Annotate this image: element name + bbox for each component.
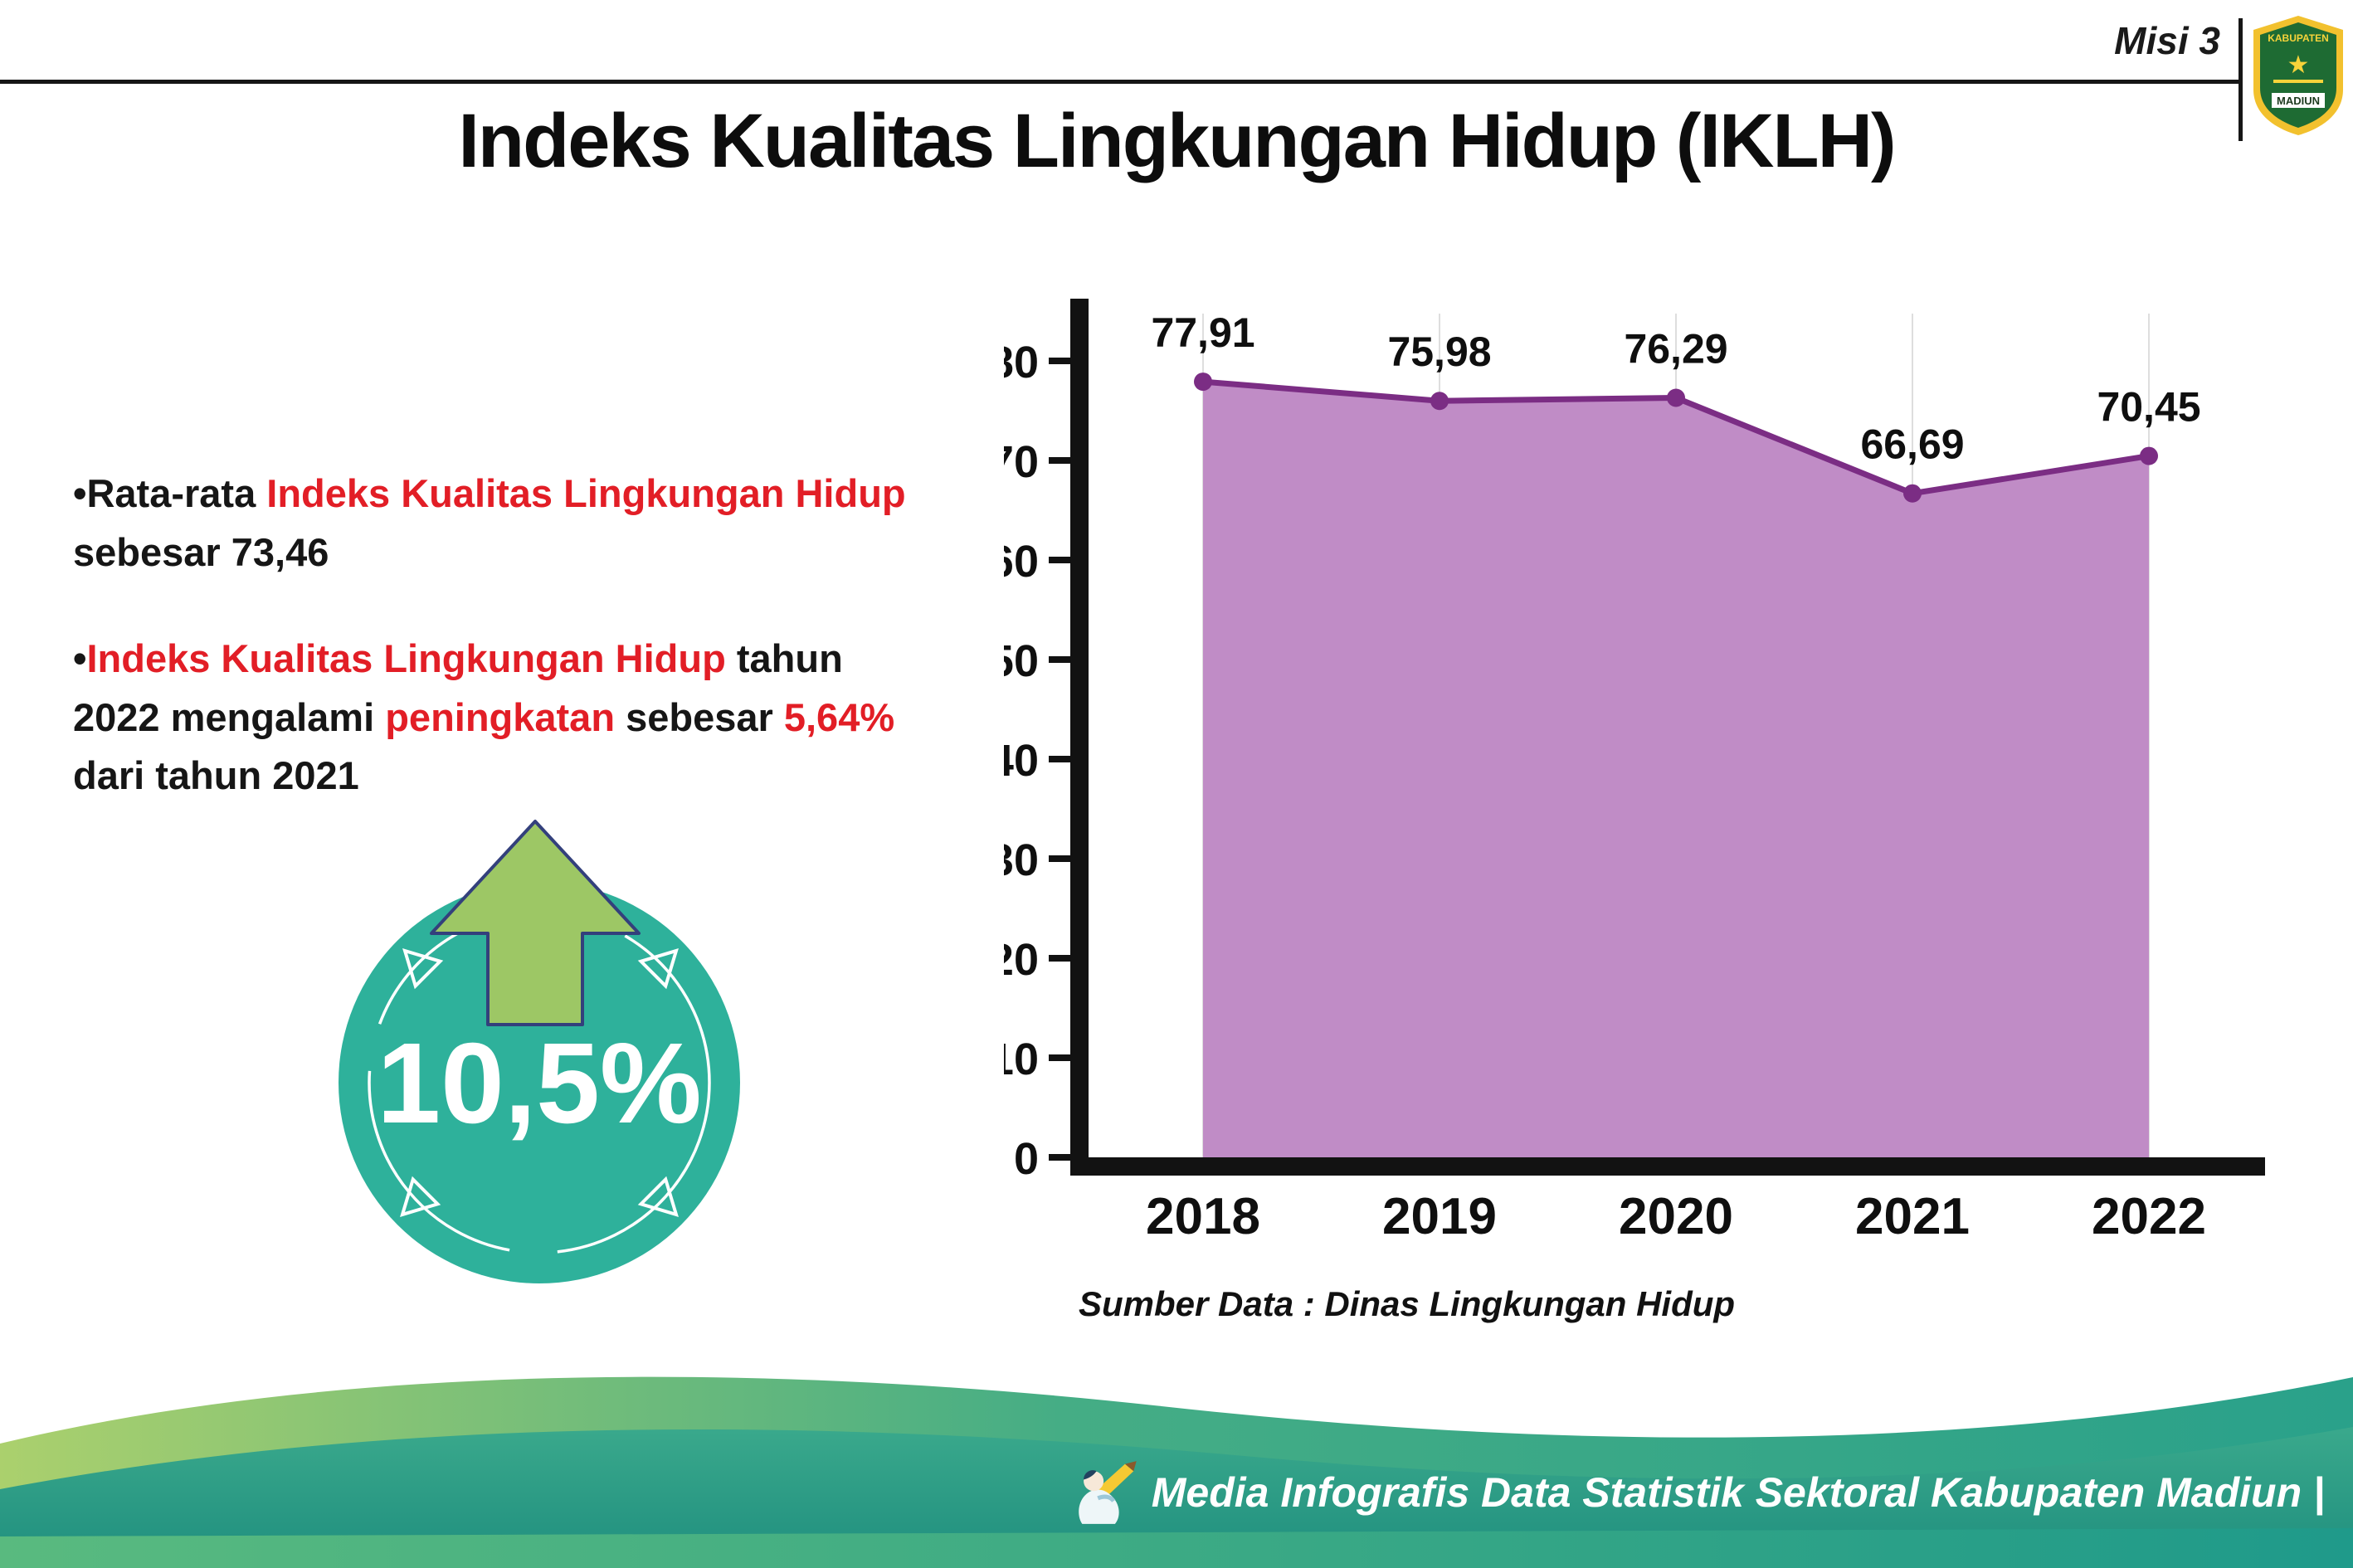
footer-caption: Media Infografis Data Statistik Sektoral… [1151,1469,2325,1516]
bullet2-highlight2: peningkatan [385,694,616,739]
bullet-marker: • [73,471,87,515]
misi-label: Misi 3 [2114,19,2220,62]
chart-y-tick [1049,955,1070,962]
wave-bottom-strip [0,1528,2353,1568]
chart-y-tick-label: 80 [1004,338,1039,387]
chart-y-axis [1070,299,1089,1176]
iklh-chart: 77,91 75,98 76,29 66,69 70,45 0 10 20 30 40 50 60 70… [989,274,2298,1245]
chart-x-tick-label: 2020 [1619,1188,1733,1244]
chart-y-tick [1049,1154,1070,1161]
shield-icon: KABUPATEN ★ MADIUN [2253,16,2343,135]
bullet2-text2: sebesar [615,694,784,739]
bullet2-highlight3: 5,64% [783,694,895,739]
page-title: Indeks Kualitas Lingkungan Hidup (IKLH) [458,99,1896,183]
bullet-increase-2022: •Indeks Kualitas Lingkungan Hidup tahun … [73,630,936,806]
chart-y-tick-label: 60 [1004,537,1039,587]
chart-y-tick [1049,756,1070,762]
chart-y-tick-label: 10 [1004,1035,1039,1084]
chart-x-tick-label: 2021 [1855,1188,1970,1244]
arrow-up-icon [430,820,641,1026]
bullet1-prefix: Rata-rata [86,471,267,515]
chart-y-tick-label: 20 [1004,935,1039,985]
increase-percentage: 10,5% [377,1020,701,1147]
chart-value-label: 77,91 [1151,309,1254,356]
bullet2-text1: tahun 2022 mengalami [73,636,843,739]
chart-x-axis [1070,1157,2265,1176]
chart-y-tick [1049,557,1070,563]
chart-point [1430,392,1449,411]
chart-x-tick-label: 2019 [1382,1188,1497,1244]
mascot-icon [1078,1461,1137,1524]
chart-x-tick-label: 2022 [2092,1188,2206,1244]
chart-y-tick-label: 0 [1014,1134,1039,1184]
bullet1-suffix: sebesar 73,46 [73,529,329,574]
chart-y-tick [1049,656,1070,663]
chart-value-label: 66,69 [1860,421,1964,468]
chart-y-tick-label: 30 [1004,835,1039,885]
badge-circle [339,882,740,1283]
chart-point [1194,373,1212,392]
bullet2-highlight1: Indeks Kualitas Lingkungan Hidup [86,636,726,680]
logo-star-icon: ★ [2287,51,2310,79]
footer-waves [0,1376,2353,1568]
chart-y-tick [1049,457,1070,464]
footer: Media Infografis Data Statistik Sektoral… [1072,1457,2325,1528]
logo-divider [2273,80,2323,83]
logo-frame [2239,18,2243,141]
logo-bottom-text: MADIUN [2277,95,2320,107]
chart-y-tick [1049,855,1070,862]
logo-top-text: KABUPATEN [2268,32,2329,44]
chart-point [1667,388,1685,407]
bullet-average-iklh: •Rata-rata Indeks Kualitas Lingkungan Hi… [73,465,936,582]
key-points: •Rata-rata Indeks Kualitas Lingkungan Hi… [73,465,936,854]
increase-badge: 10,5% [315,776,780,1340]
chart-x-tick-label: 2018 [1146,1188,1260,1244]
chart-point [2140,446,2158,465]
chart-value-label: 76,29 [1624,326,1727,373]
chart-y-tick [1049,358,1070,364]
chart-y-tick-label: 50 [1004,636,1039,686]
chart-value-label: 75,98 [1387,329,1491,375]
header-rule [0,80,2240,84]
chart-point [1903,484,1922,503]
bullet-marker: • [73,636,87,680]
chart-area [1203,382,2149,1157]
chart-y-tick-label: 40 [1004,736,1039,786]
badge-triangles [400,948,679,1217]
chart-value-label: 70,45 [2097,384,2200,431]
bullet1-highlight: Indeks Kualitas Lingkungan Hidup [266,471,906,515]
chart-y-tick [1049,1054,1070,1061]
logo-banner [2272,93,2325,108]
data-source: Sumber Data : Dinas Lingkungan Hidup [1079,1284,1736,1323]
kabupaten-madiun-logo: KABUPATEN ★ MADIUN [2250,13,2346,138]
bullet2-text3: dari tahun 2021 [73,753,359,797]
chart-y-tick-label: 70 [1004,437,1039,487]
